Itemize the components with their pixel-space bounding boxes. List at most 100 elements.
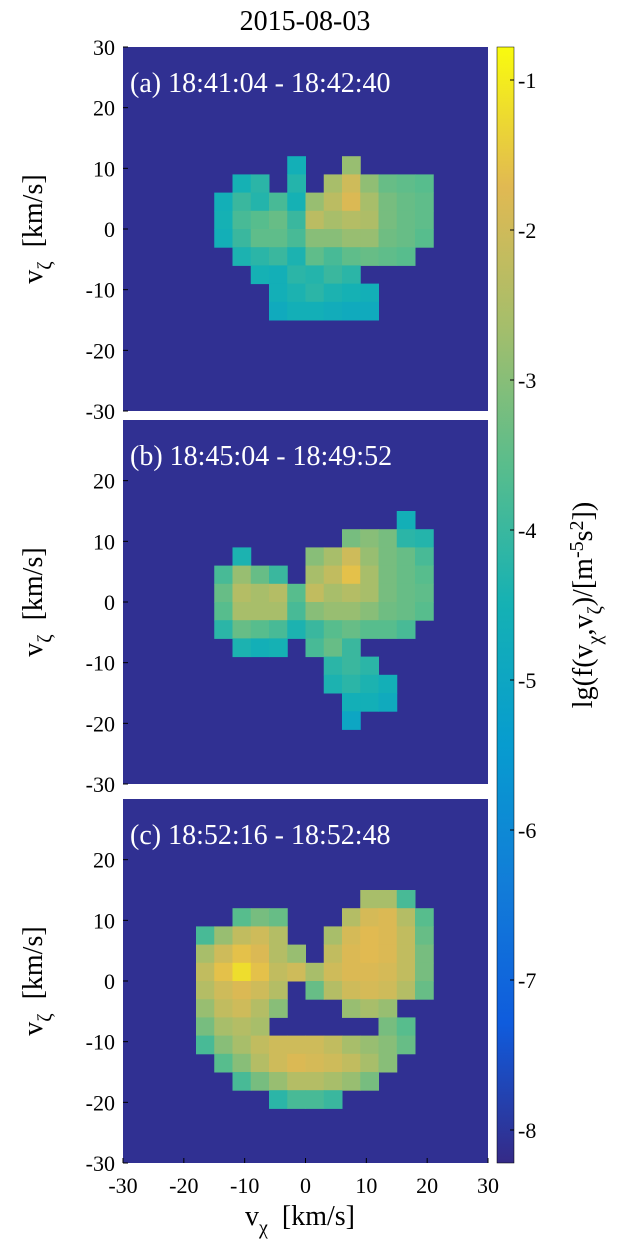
colorbar-tick-label: -5	[518, 668, 536, 693]
cell	[378, 620, 398, 639]
cell	[342, 656, 361, 676]
y-tick-label: -10	[86, 278, 115, 303]
cell	[250, 962, 270, 982]
cell	[287, 192, 306, 212]
y-axis-label-part: [km/s]	[18, 174, 49, 247]
cell	[196, 999, 215, 1018]
cell	[342, 156, 361, 175]
cell	[214, 962, 233, 982]
cell	[269, 247, 288, 266]
cell	[232, 247, 252, 266]
cell	[305, 210, 325, 230]
cell	[360, 944, 379, 964]
cell	[250, 174, 270, 194]
cell	[214, 210, 233, 230]
colorbar-tick-label: -8	[518, 1118, 536, 1143]
colorbar-label-part: ζ	[584, 606, 606, 614]
cell	[396, 547, 416, 567]
cell	[232, 1035, 252, 1055]
cell	[342, 944, 361, 964]
y-axis-label-part: ζ	[34, 261, 56, 269]
cell	[269, 620, 288, 639]
chart-title: 2015-08-03	[240, 6, 371, 37]
cell	[342, 602, 361, 621]
cell	[378, 529, 398, 548]
y-axis-label: vζ [km/s]	[18, 547, 56, 656]
cell	[415, 602, 434, 621]
cell	[269, 926, 288, 946]
cell	[305, 981, 325, 1000]
cell	[269, 1072, 288, 1091]
cell	[232, 944, 252, 964]
cell	[396, 962, 416, 982]
cell	[396, 944, 416, 964]
cell	[342, 301, 361, 321]
cell	[287, 301, 306, 321]
y-tick-label: -20	[86, 711, 115, 736]
cell	[378, 981, 398, 1000]
y-tick-label: 0	[104, 590, 115, 615]
cell	[196, 962, 215, 982]
colorbar-label-part: ])	[568, 502, 599, 521]
cell	[323, 1090, 343, 1109]
cell	[415, 926, 434, 946]
colorbar-label-part: ,v	[568, 615, 599, 636]
cell	[378, 674, 398, 694]
y-axis-label-part: [km/s]	[18, 926, 49, 999]
cell	[287, 210, 306, 230]
cell	[305, 301, 325, 321]
cell	[360, 547, 379, 567]
cell	[342, 529, 361, 548]
cell	[196, 981, 215, 1000]
x-tick-label: -30	[108, 1173, 137, 1198]
x-tick-label: 0	[300, 1173, 311, 1198]
cell	[342, 1035, 361, 1055]
cell	[360, 229, 379, 248]
y-tick-label: -10	[86, 651, 115, 676]
cell	[342, 229, 361, 248]
cell	[342, 620, 361, 639]
cell	[360, 981, 379, 1000]
cell	[250, 926, 270, 946]
cell	[415, 908, 434, 927]
y-tick-label: -20	[86, 1090, 115, 1115]
cell	[232, 174, 252, 194]
cell	[378, 210, 398, 230]
cell	[415, 192, 434, 212]
cell	[305, 620, 325, 639]
cell	[360, 1035, 379, 1055]
cell	[360, 602, 379, 621]
y-axis-label-part: ζ	[34, 634, 56, 642]
cell	[305, 638, 325, 658]
cell	[360, 656, 379, 676]
cell	[305, 602, 325, 621]
cell	[250, 981, 270, 1000]
cell	[323, 247, 343, 266]
cell	[196, 926, 215, 946]
cell	[323, 174, 343, 194]
cell	[305, 547, 325, 567]
cell	[323, 981, 343, 1000]
colorbar-tick-label: -4	[518, 518, 536, 543]
cell	[342, 1072, 361, 1091]
cell	[415, 547, 434, 567]
cell	[250, 1072, 270, 1091]
cell	[323, 547, 343, 567]
cell	[269, 602, 288, 621]
cell	[396, 247, 416, 266]
cell	[396, 926, 416, 946]
x-axis-label-part: χ	[258, 1217, 268, 1239]
y-tick-label: -30	[86, 399, 115, 424]
cell	[342, 192, 361, 212]
cell	[287, 1090, 306, 1109]
cell	[415, 944, 434, 964]
cell	[323, 1053, 343, 1073]
colorbar-tick-label: -1	[518, 68, 536, 93]
cell	[232, 926, 252, 946]
x-axis-label-part: v	[245, 1201, 259, 1232]
cell	[342, 638, 361, 658]
cell	[342, 174, 361, 194]
cell	[342, 210, 361, 230]
cell	[396, 620, 416, 639]
